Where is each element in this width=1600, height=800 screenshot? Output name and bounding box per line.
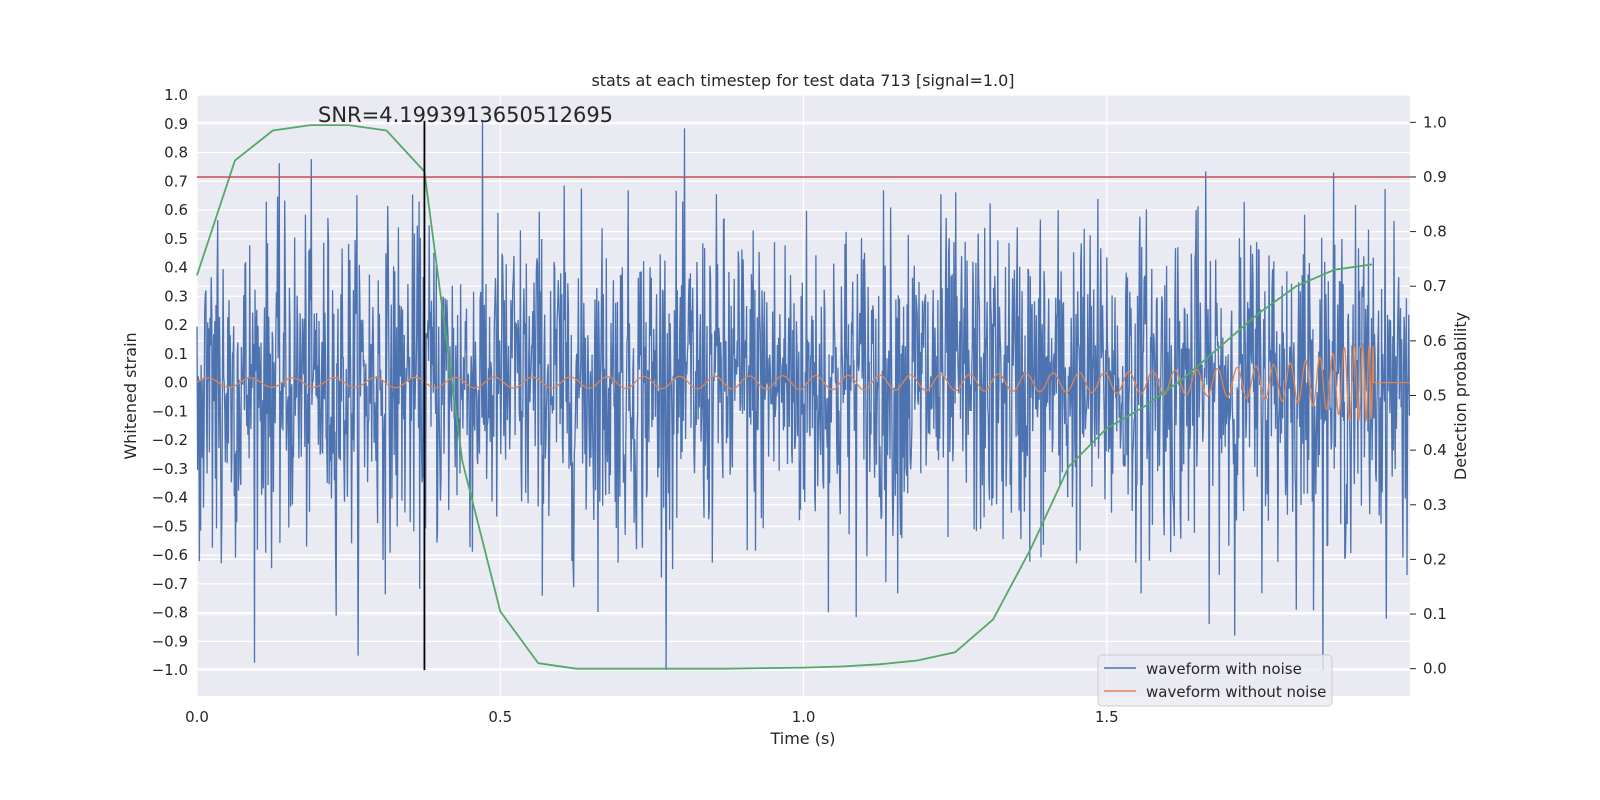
series-layer [196, 120, 1411, 671]
y-tick-label: 0.4 [164, 259, 188, 277]
series-waveform-with-noise [196, 120, 1411, 671]
x-tick-label: 0.0 [185, 708, 209, 726]
y-tick-label: −0.6 [152, 546, 188, 564]
y-tick-label: 0.1 [164, 345, 188, 363]
y2-tick-label: 0.4 [1423, 441, 1447, 459]
y-tick-label: 1.0 [164, 86, 188, 104]
y2-tick-label: 0.0 [1423, 660, 1447, 678]
y2-tick-label: 0.1 [1423, 605, 1447, 623]
y2-axis-label: Detection probability [1451, 312, 1470, 480]
y2-tick-label: 0.7 [1423, 277, 1447, 295]
legend-label-clean: waveform without noise [1146, 683, 1326, 701]
chart-title: stats at each timestep for test data 713… [591, 71, 1014, 90]
y2-tick-label: 1.0 [1423, 113, 1447, 131]
x-tick-label: 1.0 [792, 708, 816, 726]
y-tick-label: 0.5 [164, 230, 188, 248]
y-tick-label: −0.5 [152, 517, 188, 535]
y-tick-label: 0.8 [164, 144, 188, 162]
y2-tick-label: 0.6 [1423, 332, 1447, 350]
y2-tick-label: 0.5 [1423, 387, 1447, 405]
y-tick-label: −0.7 [152, 575, 188, 593]
y2-tick-label: 0.2 [1423, 550, 1447, 568]
legend-box [1097, 654, 1333, 707]
y-tick-label: −0.3 [152, 460, 188, 478]
y-tick-label: 0.2 [164, 316, 188, 334]
y-tick-label: −0.4 [152, 489, 188, 507]
legend-label-noisy: waveform with noise [1146, 660, 1302, 678]
series-waveform-without-noise [196, 342, 1410, 423]
y-tick-label: −0.1 [152, 402, 188, 420]
y2-tick-label: 0.9 [1423, 168, 1447, 186]
x-tick-label: 1.5 [1095, 708, 1119, 726]
x-tick-label: 0.5 [488, 708, 512, 726]
y-tick-label: 0.0 [164, 374, 188, 392]
y2-tick-label: 0.8 [1423, 223, 1447, 241]
snr-annotation: SNR=4.1993913650512695 [318, 103, 613, 127]
y-tick-label: 0.7 [164, 172, 188, 190]
y-tick-label: −0.2 [152, 431, 188, 449]
legend: waveform with noise waveform without noi… [1097, 654, 1333, 707]
y-tick-label: −0.9 [152, 632, 188, 650]
y-tick-label: 0.6 [164, 201, 188, 219]
y-tick-label: 0.3 [164, 287, 188, 305]
y-axis-label: Whitened strain [121, 332, 140, 459]
y2-tick-label: 0.3 [1423, 496, 1447, 514]
y-tick-label: −1.0 [152, 661, 188, 679]
y-tick-label: −0.8 [152, 604, 188, 622]
series-detection-probability [196, 124, 1373, 670]
y-tick-label: 0.9 [164, 115, 188, 133]
tick-layer: 0.0 0.5 1.0 1.5 1.0 0.9 0.8 0.7 0.6 0.5 0.4 0.3 0.2 0… [152, 86, 1447, 726]
x-axis-label: Time (s) [769, 729, 835, 748]
